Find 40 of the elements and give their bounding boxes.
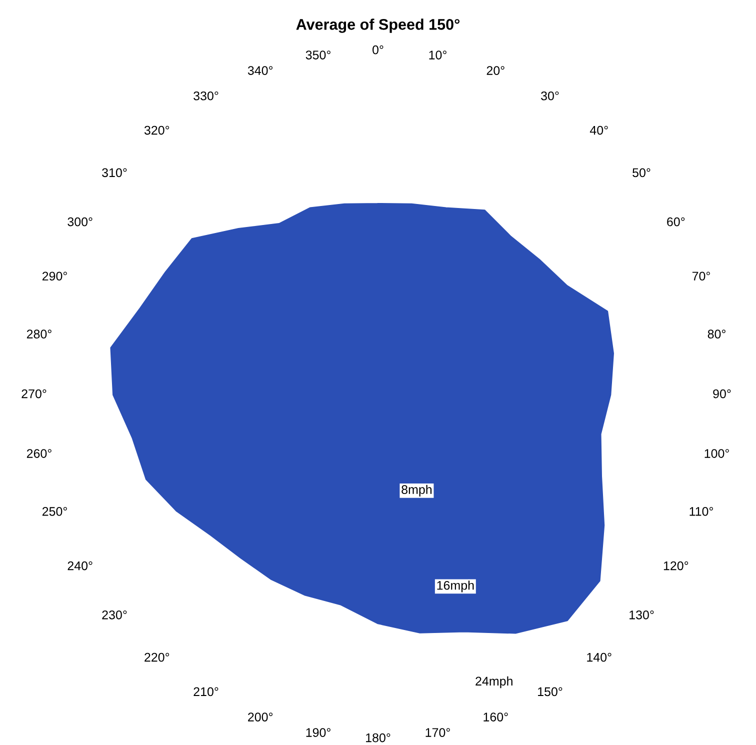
spoke-label: 310° bbox=[102, 168, 127, 178]
spoke-label: 280° bbox=[26, 330, 52, 338]
spoke-label: 220° bbox=[144, 652, 170, 662]
spoke-label: 160° bbox=[484, 712, 508, 722]
spoke-label: 120° bbox=[664, 561, 688, 570]
spoke-label: 80° bbox=[708, 330, 726, 338]
spoke-label: 180° bbox=[366, 733, 390, 742]
spoke-label: 300° bbox=[68, 217, 92, 226]
spoke-label: 190° bbox=[306, 728, 330, 737]
y-tick-label: 16mph bbox=[437, 580, 474, 592]
spoke-label: 260° bbox=[26, 449, 52, 458]
spoke-label: 270° bbox=[22, 389, 46, 398]
spoke-label: 30° bbox=[541, 91, 559, 100]
spoke-label: 0° bbox=[372, 45, 384, 54]
spoke-label: 20° bbox=[486, 66, 504, 75]
spoke-label: 130° bbox=[630, 610, 654, 620]
spoke-label: 110° bbox=[690, 507, 713, 516]
spoke-label: 250° bbox=[42, 507, 67, 516]
spoke-label: 200° bbox=[248, 712, 273, 722]
spoke-label: 60° bbox=[667, 217, 685, 226]
spoke-label: 290° bbox=[42, 272, 67, 281]
spoke-label: 340° bbox=[248, 66, 273, 75]
spoke-label: 240° bbox=[68, 561, 92, 570]
spoke-label: 210° bbox=[194, 687, 218, 696]
spoke-label: 230° bbox=[102, 610, 127, 620]
spoke-label: 90° bbox=[713, 389, 731, 398]
spoke-label: 330° bbox=[194, 91, 218, 100]
y-tick-label: 24mph bbox=[476, 676, 512, 688]
spoke-label: 50° bbox=[632, 168, 650, 178]
spoke-label: 10° bbox=[429, 50, 446, 60]
chart-title: Average of Speed 150° bbox=[296, 18, 460, 33]
spoke-label: 70° bbox=[692, 272, 710, 281]
spoke-label: 40° bbox=[590, 126, 608, 135]
spoke-label: 100° bbox=[704, 449, 729, 458]
spoke-label: 170° bbox=[426, 728, 450, 737]
spoke-label: 350° bbox=[306, 50, 330, 60]
spoke-label: 320° bbox=[144, 126, 170, 135]
spoke-label: 150° bbox=[538, 687, 562, 696]
spoke-label: 140° bbox=[587, 652, 612, 662]
y-tick-label: 8mph bbox=[402, 484, 432, 496]
